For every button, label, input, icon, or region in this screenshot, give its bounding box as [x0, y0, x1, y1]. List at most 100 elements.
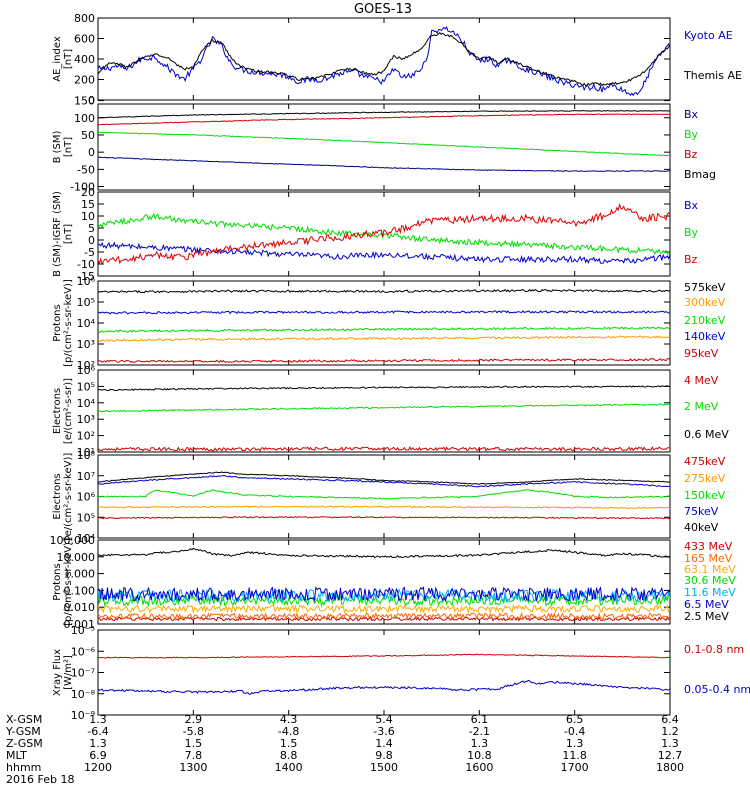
series-line-0-1-0-8-nm — [98, 654, 670, 658]
panel-frame — [98, 104, 670, 190]
series-line-bx — [98, 243, 670, 263]
panel-frame — [98, 630, 670, 715]
series-line-275kev — [98, 506, 670, 508]
series-line-575kev — [98, 290, 670, 293]
y-tick-label: 10² — [77, 430, 95, 443]
series-line-140kev — [98, 311, 670, 314]
y-tick-label: 10⁻⁶ — [71, 645, 96, 658]
x-tick-label: 1700 — [561, 761, 589, 774]
y-tick-label: -50 — [77, 163, 95, 176]
legend-40kev: 40keV — [684, 521, 719, 534]
y-tick-label: 10⁶ — [77, 364, 96, 377]
y-tick-label: -5 — [84, 246, 95, 259]
chart-title: GOES-13 — [354, 2, 412, 17]
panel-frame — [98, 370, 670, 452]
y-tick-label: 10⁶ — [77, 275, 96, 288]
y-tick-label: 10⁵ — [77, 511, 95, 524]
series-line-0-05-0-4-nm — [98, 680, 670, 694]
legend-2-5-mev: 2.5 MeV — [684, 610, 729, 623]
x-tick-label: 1800 — [656, 761, 684, 774]
legend-bx: Bx — [684, 108, 699, 121]
legend-95kev: 95keV — [684, 347, 719, 360]
series-line-475kev — [98, 517, 670, 519]
series-line-2-5-mev — [98, 548, 670, 557]
legend-bz: Bz — [684, 253, 698, 266]
y-tick-label: 10⁴ — [77, 317, 96, 330]
y-tick-label: 10³ — [77, 413, 95, 426]
x-tick-label: 1200 — [84, 761, 112, 774]
y-tick-label: 10⁻⁷ — [71, 667, 95, 680]
legend-2-mev: 2 MeV — [684, 400, 719, 413]
y-axis-label: AE_index[nT] — [52, 36, 74, 82]
panel-electrons_high: 10¹10²10³10⁴10⁵10⁶Electrons[e/(cm²-s-sr)… — [52, 364, 729, 459]
y-axis-label: Xray Flux[W/m²] — [52, 649, 74, 696]
y-tick-label: 10⁻⁸ — [71, 688, 96, 701]
x-tick-label: 1300 — [179, 761, 207, 774]
y-tick-label: 200 — [74, 74, 95, 87]
legend-75kev: 75keV — [684, 505, 719, 518]
y-axis-label: Electrons[e/(cm²-s-sr-keV)] — [52, 453, 74, 541]
legend-kyoto-ae: Kyoto AE — [684, 29, 733, 42]
legend-4-mev: 4 MeV — [684, 374, 719, 387]
series-line-210kev — [98, 327, 670, 332]
panel-frame — [98, 18, 670, 100]
y-tick-label: 10⁶ — [77, 491, 96, 504]
series-line-2-mev — [98, 404, 670, 412]
panel-frame — [98, 540, 670, 624]
legend-150kev: 150keV — [684, 489, 726, 502]
legend-0-1-0-8-nm: 0.1-0.8 nm — [684, 643, 744, 656]
legend-475kev: 475keV — [684, 455, 726, 468]
y-tick-label: 10⁵ — [77, 296, 95, 309]
series-line-75kev — [98, 476, 670, 488]
date-label: 2016 Feb 18 — [6, 773, 74, 786]
legend-themis-ae: Themis AE — [683, 69, 742, 82]
y-tick-label: 10⁻⁵ — [71, 624, 95, 637]
legend-140kev: 140keV — [684, 330, 726, 343]
series-line-63-1-mev — [98, 606, 670, 613]
y-tick-label: 20 — [81, 186, 95, 199]
y-tick-label: 10³ — [77, 338, 95, 351]
series-line-kyoto-ae — [98, 27, 670, 95]
panel-frame — [98, 455, 670, 538]
legend-300kev: 300keV — [684, 296, 726, 309]
y-axis-label: B (SM)[nT] — [52, 130, 74, 163]
legend-210kev: 210keV — [684, 314, 726, 327]
y-tick-label: 5 — [88, 222, 95, 235]
legend-0-6-mev: 0.6 MeV — [684, 428, 729, 441]
x-tick-label: 1400 — [275, 761, 303, 774]
legend-bz: Bz — [684, 148, 698, 161]
y-tick-label: 10 — [81, 210, 95, 223]
x-tick-label: 1600 — [465, 761, 493, 774]
legend-275kev: 275keV — [684, 472, 726, 485]
y-tick-label: -10 — [77, 258, 95, 271]
series-line-300kev — [98, 336, 670, 341]
legend-by: By — [684, 128, 699, 141]
y-axis-label: B (SM)-IGRF (SM)[nT] — [52, 191, 74, 277]
y-tick-label: 10⁷ — [77, 470, 95, 483]
y-axis-label: Protons[p/(cm²-s-sr-keV)] — [52, 538, 74, 626]
y-tick-label: 600 — [74, 33, 95, 46]
y-tick-label: 150 — [74, 95, 95, 108]
y-tick-label: 50 — [81, 129, 95, 142]
y-tick-label: 10⁵ — [77, 380, 95, 393]
panel-electrons_low: 10⁴10⁵10⁶10⁷10⁸Electrons[e/(cm²-s-sr-keV… — [52, 449, 726, 545]
y-tick-label: 15 — [81, 198, 95, 211]
panel-protons_high: 0.0010.0100.1001.00010.000100.000Protons… — [50, 534, 737, 631]
y-tick-label: 100 — [74, 112, 95, 125]
y-tick-label: 10⁴ — [77, 397, 96, 410]
legend-bx: Bx — [684, 199, 699, 212]
panel-frame — [98, 281, 670, 365]
y-tick-label: 0 — [88, 146, 95, 159]
y-axis-label: Protons[p/(cm²-s-sr-keV)] — [52, 279, 74, 367]
y-tick-label: 800 — [74, 12, 95, 25]
y-tick-label: 400 — [74, 53, 95, 66]
series-line-by — [98, 132, 670, 156]
y-axis-label: Electrons[e/(cm²-s-sr)] — [52, 378, 74, 444]
